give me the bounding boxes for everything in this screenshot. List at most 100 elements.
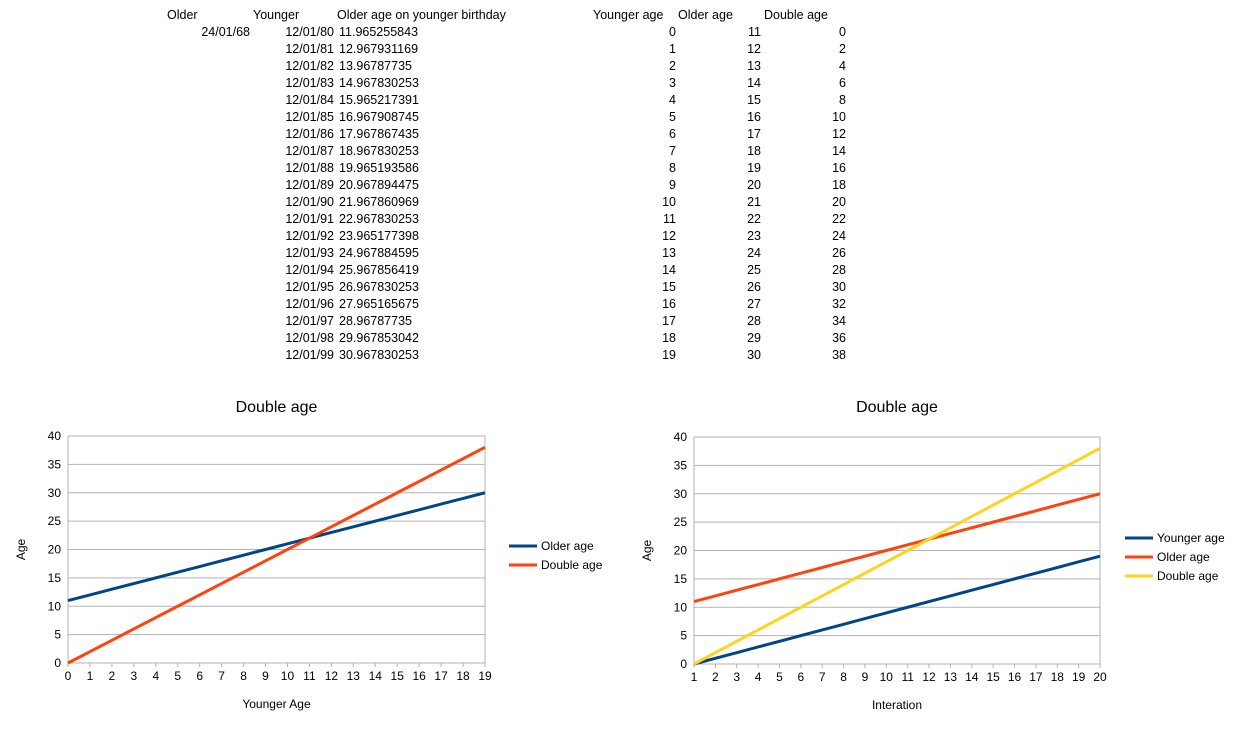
double-age-cell[interactable]: 10 [832,110,846,124]
younger-birth-date-cell[interactable]: 12/01/88 [285,161,334,175]
older-birth-date[interactable]: 24/01/68 [201,25,250,39]
younger-age-cell[interactable]: 10 [662,195,676,209]
younger-birth-date-cell[interactable]: 12/01/80 [285,25,334,39]
younger-birth-date-cell[interactable]: 12/01/87 [285,144,334,158]
double-age-cell[interactable]: 24 [832,229,846,243]
older-age-cell[interactable]: 17 [747,127,761,141]
younger-birth-date-cell[interactable]: 12/01/86 [285,127,334,141]
older-age-on-birthday-cell[interactable]: 22.967830253 [339,212,419,226]
older-age-on-birthday-cell[interactable]: 25.967856419 [339,263,419,277]
double-age-cell[interactable]: 18 [832,178,846,192]
older-age-on-birthday-cell[interactable]: 26.967830253 [339,280,419,294]
younger-birth-date-cell[interactable]: 12/01/83 [285,76,334,90]
younger-age-cell[interactable]: 5 [669,110,676,124]
older-age-cell[interactable]: 29 [747,331,761,345]
younger-birth-date-cell[interactable]: 12/01/99 [285,348,334,362]
younger-age-cell[interactable]: 16 [662,297,676,311]
older-age-cell[interactable]: 11 [748,25,761,39]
older-age-on-birthday-cell[interactable]: 16.967908745 [339,110,419,124]
younger-birth-date-cell[interactable]: 12/01/85 [285,110,334,124]
younger-age-cell[interactable]: 8 [669,161,676,175]
older-age-cell[interactable]: 16 [747,110,761,124]
older-age-cell[interactable]: 13 [747,59,761,73]
older-age-cell[interactable]: 18 [747,144,761,158]
older-age-cell[interactable]: 30 [747,348,761,362]
header-younger[interactable]: Younger [253,8,300,22]
younger-birth-date-cell[interactable]: 12/01/90 [285,195,334,209]
older-age-on-birthday-cell[interactable]: 17.967867435 [339,127,419,141]
older-age-on-birthday-cell[interactable]: 15.965217391 [339,93,419,107]
younger-age-cell[interactable]: 18 [662,331,676,345]
double-age-cell[interactable]: 28 [832,263,846,277]
double-age-cell[interactable]: 22 [832,212,846,226]
younger-age-cell[interactable]: 4 [669,93,676,107]
header-double-age[interactable]: Double age [764,8,828,22]
younger-birth-date-cell[interactable]: 12/01/91 [285,212,334,226]
double-age-cell[interactable]: 30 [832,280,846,294]
older-age-cell[interactable]: 25 [747,263,761,277]
older-age-on-birthday-cell[interactable]: 28.96787735 [339,314,412,328]
older-age-on-birthday-cell[interactable]: 21.967860969 [339,195,419,209]
younger-age-cell[interactable]: 14 [662,263,676,277]
older-age-on-birthday-cell[interactable]: 24.967884595 [339,246,419,260]
double-age-cell[interactable]: 26 [832,246,846,260]
older-age-cell[interactable]: 15 [747,93,761,107]
younger-age-cell[interactable]: 7 [669,144,676,158]
older-age-cell[interactable]: 14 [747,76,761,90]
double-age-cell[interactable]: 6 [839,76,846,90]
older-age-cell[interactable]: 26 [747,280,761,294]
header-older-age-on-younger-birthday[interactable]: Older age on younger birthday [337,8,506,22]
younger-age-cell[interactable]: 1 [669,42,676,56]
older-age-on-birthday-cell[interactable]: 11.965255843 [339,25,419,39]
double-age-cell[interactable]: 14 [832,144,846,158]
older-age-cell[interactable]: 19 [747,161,761,175]
older-age-cell[interactable]: 22 [747,212,761,226]
double-age-cell[interactable]: 36 [832,331,846,345]
double-age-cell[interactable]: 4 [839,59,846,73]
younger-birth-date-cell[interactable]: 12/01/81 [285,42,334,56]
younger-age-cell[interactable]: 3 [669,76,676,90]
younger-age-cell[interactable]: 2 [669,59,676,73]
older-age-cell[interactable]: 23 [747,229,761,243]
double-age-cell[interactable]: 38 [832,348,846,362]
older-age-cell[interactable]: 12 [747,42,761,56]
older-age-on-birthday-cell[interactable]: 20.967894475 [339,178,419,192]
younger-birth-date-cell[interactable]: 12/01/94 [285,263,334,277]
older-age-on-birthday-cell[interactable]: 18.967830253 [339,144,419,158]
younger-birth-date-cell[interactable]: 12/01/95 [285,280,334,294]
older-age-cell[interactable]: 27 [747,297,761,311]
younger-birth-date-cell[interactable]: 12/01/89 [285,178,334,192]
double-age-cell[interactable]: 16 [832,161,846,175]
double-age-cell[interactable]: 8 [839,93,846,107]
older-age-on-birthday-cell[interactable]: 13.96787735 [339,59,412,73]
younger-birth-date-cell[interactable]: 12/01/96 [285,297,334,311]
header-younger-age[interactable]: Younger age [593,8,664,22]
older-age-on-birthday-cell[interactable]: 30.967830253 [339,348,419,362]
older-age-on-birthday-cell[interactable]: 14.967830253 [339,76,419,90]
younger-age-cell[interactable]: 11 [663,212,676,226]
double-age-cell[interactable]: 2 [839,42,846,56]
older-age-on-birthday-cell[interactable]: 27.965165675 [339,297,419,311]
younger-age-cell[interactable]: 0 [669,25,676,39]
older-age-on-birthday-cell[interactable]: 19.965193586 [339,161,419,175]
double-age-cell[interactable]: 34 [832,314,846,328]
older-age-on-birthday-cell[interactable]: 12.967931169 [339,42,419,56]
younger-age-cell[interactable]: 15 [662,280,676,294]
younger-age-cell[interactable]: 17 [662,314,676,328]
older-age-on-birthday-cell[interactable]: 23.965177398 [339,229,419,243]
younger-age-cell[interactable]: 12 [662,229,676,243]
double-age-cell[interactable]: 0 [839,25,846,39]
double-age-cell[interactable]: 12 [832,127,846,141]
younger-birth-date-cell[interactable]: 12/01/98 [285,331,334,345]
older-age-on-birthday-cell[interactable]: 29.967853042 [339,331,419,345]
younger-birth-date-cell[interactable]: 12/01/97 [285,314,334,328]
younger-age-cell[interactable]: 9 [669,178,676,192]
header-older-age[interactable]: Older age [678,8,733,22]
older-age-cell[interactable]: 28 [747,314,761,328]
older-age-cell[interactable]: 20 [747,178,761,192]
younger-birth-date-cell[interactable]: 12/01/92 [285,229,334,243]
younger-age-cell[interactable]: 19 [662,348,676,362]
younger-age-cell[interactable]: 6 [669,127,676,141]
older-age-cell[interactable]: 24 [747,246,761,260]
younger-birth-date-cell[interactable]: 12/01/84 [285,93,334,107]
